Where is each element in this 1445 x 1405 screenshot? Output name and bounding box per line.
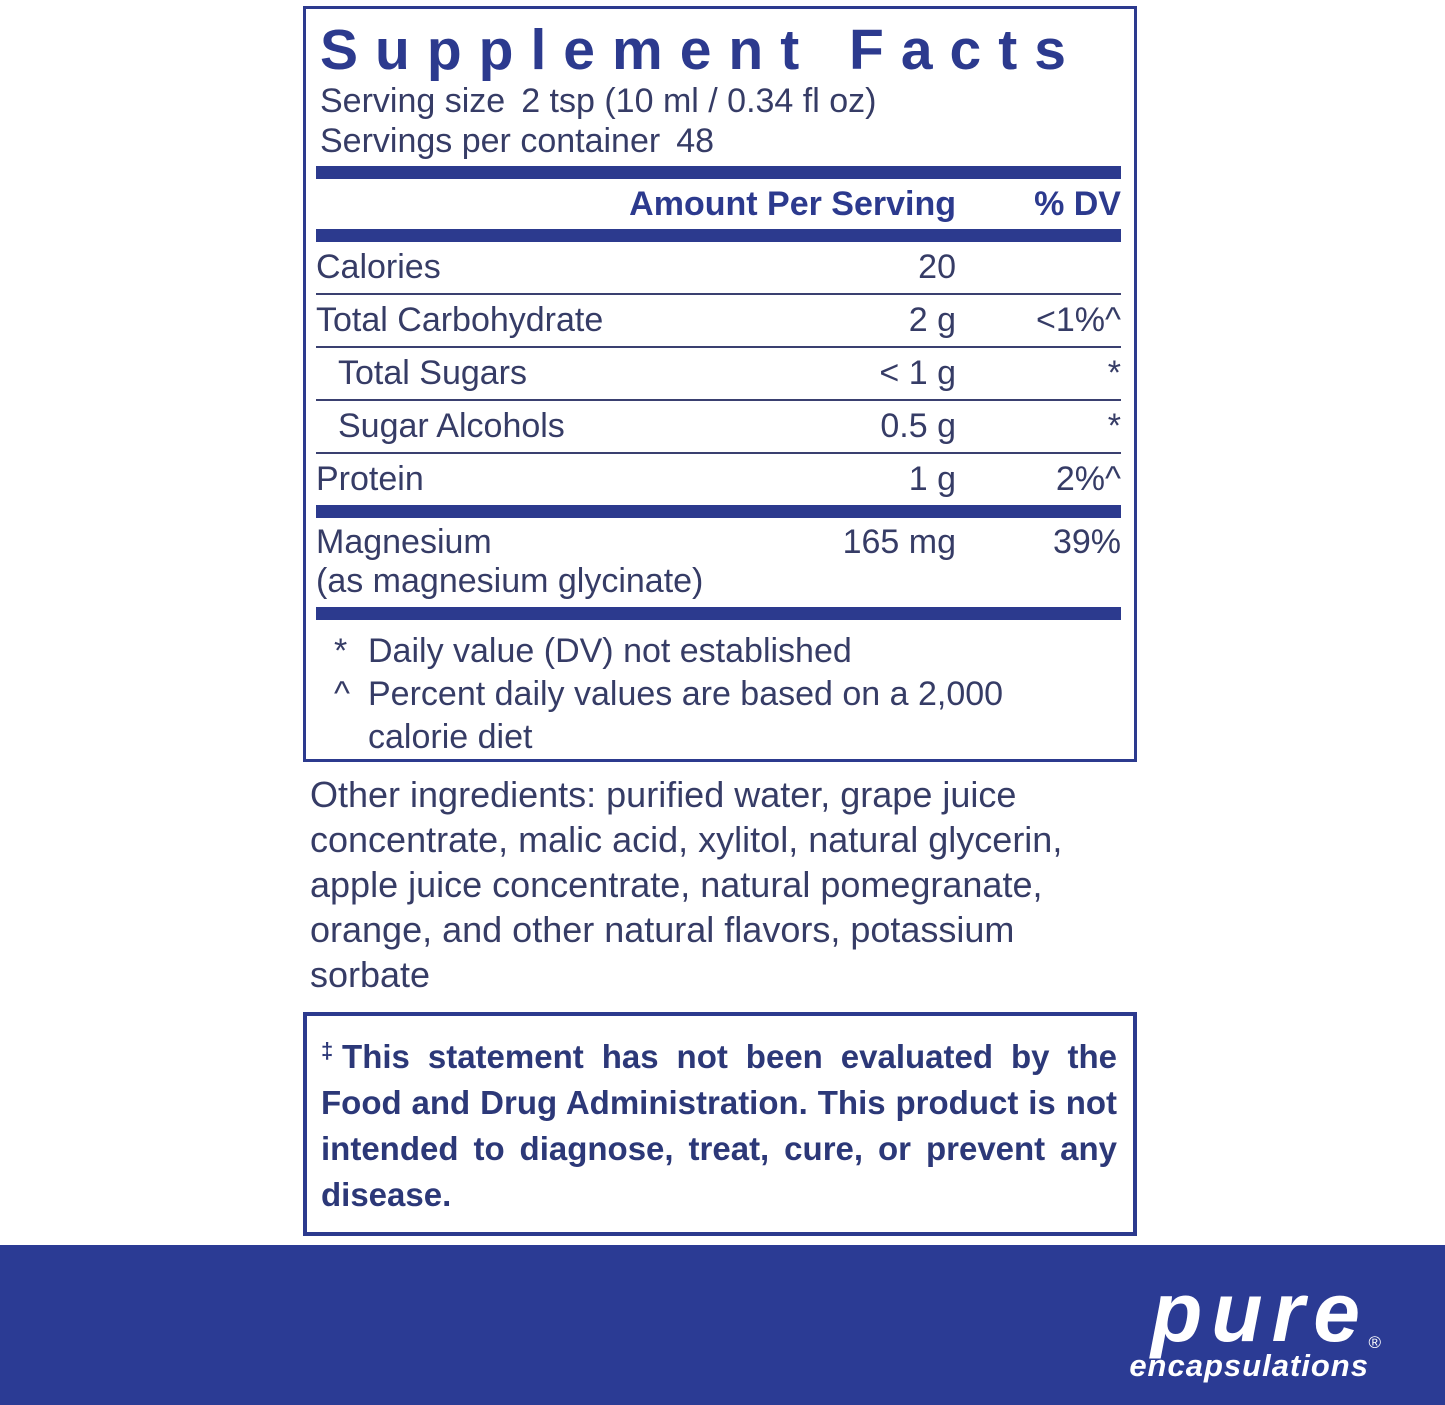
nutrient-subname: (as magnesium glycinate): [316, 562, 704, 600]
table-row-total-sugars: Total Sugars < 1 g *: [316, 348, 1121, 399]
table-row-magnesium: Magnesium (as magnesium glycinate) 165 m…: [316, 523, 1121, 601]
serving-size-label: Serving size: [320, 82, 506, 120]
logo-wordmark-pure: pure: [1150, 1265, 1369, 1359]
row-amount: 165 mg: [842, 523, 956, 561]
row-divider: [316, 293, 1121, 295]
divider-bar: [316, 607, 1121, 620]
servings-per-container-line: Servings per container 48: [320, 121, 1121, 161]
row-amount: 1 g: [908, 460, 956, 498]
row-dv: *: [1107, 354, 1121, 392]
divider-bar: [316, 505, 1121, 518]
servings-per-container-value: 48: [676, 122, 715, 160]
servings-per-container-label: Servings per container: [320, 122, 661, 160]
other-ingredients-text: Other ingredients: purified water, grape…: [310, 774, 1063, 995]
panel-title: Supplement Facts: [320, 18, 1083, 82]
row-amount: < 1 g: [879, 354, 956, 392]
divider-bar: [316, 229, 1121, 242]
row-name: Sugar Alcohols: [338, 407, 565, 445]
footnotes: * Daily value (DV) not established ^ Per…: [316, 630, 1121, 759]
table-row-total-carbohydrate: Total Carbohydrate 2 g <1%^: [316, 295, 1121, 346]
table-row-calories: Calories 20: [316, 242, 1121, 293]
serving-size-line: Serving size 2 tsp (10 ml / 0.34 fl oz): [320, 81, 1121, 121]
fda-disclaimer-box: ‡This statement has not been evaluated b…: [303, 1012, 1137, 1236]
footnote-text: Percent daily values are based on a 2,00…: [368, 675, 1004, 756]
row-name: Calories: [316, 248, 441, 286]
column-header-dv: % DV: [1034, 185, 1121, 223]
row-amount: 2 g: [908, 301, 956, 339]
fda-disclaimer-text: This statement has not been evaluated by…: [321, 1038, 1117, 1213]
footnote-text: Daily value (DV) not established: [368, 632, 852, 670]
column-header-amount: Amount Per Serving: [629, 185, 956, 223]
table-header-row: Amount Per Serving % DV: [316, 179, 1121, 229]
footnote-symbol: *: [334, 632, 348, 670]
row-name: Protein: [316, 460, 424, 498]
footnote-symbol: ^: [334, 675, 350, 713]
row-amount: 0.5 g: [880, 407, 956, 445]
serving-size-value: 2 tsp (10 ml / 0.34 fl oz): [521, 82, 877, 120]
supplement-facts-panel: Supplement Facts Serving size 2 tsp (10 m…: [303, 6, 1137, 762]
row-divider: [316, 452, 1121, 454]
footnote-percent-daily-values: ^ Percent daily values are based on a 2,…: [334, 673, 1121, 759]
row-amount: 20: [918, 248, 956, 286]
registered-trademark-icon: ®: [1368, 1333, 1381, 1352]
footnote-dv-not-established: * Daily value (DV) not established: [334, 630, 1121, 673]
row-dv: 39%: [1052, 523, 1121, 561]
row-divider: [316, 346, 1121, 348]
row-dv: *: [1107, 407, 1121, 445]
row-name: Total Sugars: [338, 354, 527, 392]
table-row-sugar-alcohols: Sugar Alcohols 0.5 g *: [316, 401, 1121, 452]
table-row-protein: Protein 1 g 2%^: [316, 454, 1121, 505]
divider-bar: [316, 166, 1121, 179]
double-dagger-symbol: ‡: [321, 1038, 343, 1063]
row-divider: [316, 399, 1121, 401]
nutrient-name: Magnesium: [316, 523, 492, 561]
row-name: Total Carbohydrate: [316, 301, 604, 339]
logo-wordmark-encapsulations: encapsulations: [1129, 1348, 1369, 1383]
brand-footer-band: pure encapsulations ®: [0, 1245, 1445, 1405]
row-dv: <1%^: [1036, 301, 1121, 339]
pure-encapsulations-logo: pure encapsulations ®: [1129, 1265, 1381, 1383]
row-dv: 2%^: [1055, 460, 1121, 498]
